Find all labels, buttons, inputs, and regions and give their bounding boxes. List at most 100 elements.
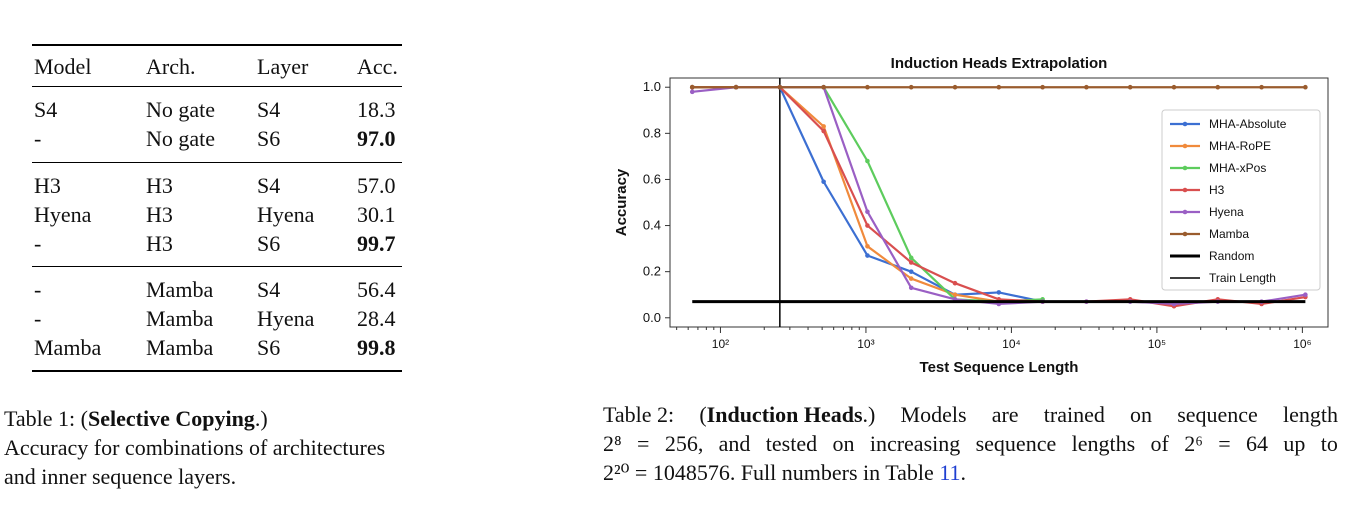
caption2-word: tested <box>765 431 818 456</box>
legend-marker <box>1182 187 1188 193</box>
y-tick-label: 0.4 <box>643 218 661 233</box>
caption2-word: 256, <box>664 431 704 456</box>
data-point <box>865 253 870 258</box>
legend-label: Mamba <box>1209 227 1249 241</box>
data-point <box>865 244 870 249</box>
caption2-word: Table 2: <box>603 402 675 427</box>
caption1-line2: Accuracy for combinations of architectur… <box>4 435 386 460</box>
caption2-word: to <box>1320 431 1338 456</box>
caption1-suffix: .) <box>254 406 268 431</box>
caption2-title-part: ( <box>699 402 707 427</box>
y-tick-label: 0.6 <box>643 171 661 186</box>
caption2-word: on <box>832 431 855 456</box>
table-cell: Hyena <box>257 306 315 331</box>
caption2-word: Models <box>900 402 967 427</box>
caption2-word: 2⁶ <box>1184 431 1203 456</box>
data-point <box>908 276 914 281</box>
plot-frame <box>669 77 1329 328</box>
table-rule <box>32 44 402 46</box>
caption2-word: of <box>1150 431 1169 456</box>
data-point <box>996 84 1002 90</box>
table-11-link[interactable]: 11 <box>939 460 961 485</box>
data-point <box>1303 84 1308 90</box>
table-header-cell: Arch. <box>146 54 196 79</box>
legend-label: Train Length <box>1209 271 1276 285</box>
table-cell: 56.4 <box>357 277 396 302</box>
y-axis-label: Accuracy <box>613 168 630 236</box>
table-cell: 97.0 <box>357 126 396 151</box>
chart-title: Induction Heads Extrapolation <box>891 55 1108 72</box>
table-cell: S6 <box>257 335 281 360</box>
table-header-cell: Acc. <box>357 54 398 79</box>
table-cell: 28.4 <box>357 306 396 331</box>
table-cell: S4 <box>257 277 281 302</box>
table-cell: S4 <box>257 97 281 122</box>
data-point <box>908 84 914 90</box>
caption2-word: and <box>718 431 751 456</box>
x-tick-label: 10³ <box>857 337 874 351</box>
data-point <box>733 84 739 90</box>
data-point <box>777 84 783 90</box>
data-point <box>1040 84 1045 90</box>
data-point <box>865 209 870 215</box>
table-cell: S6 <box>257 126 281 151</box>
table-cell: S4 <box>34 97 58 122</box>
series-line-mha-xpos <box>692 86 1043 303</box>
table-cell: 99.7 <box>357 231 396 256</box>
y-tick-label: 1.0 <box>643 79 661 94</box>
legend-label: Random <box>1209 249 1254 263</box>
x-tick-label: 10⁵ <box>1148 337 1166 351</box>
data-point <box>865 158 870 164</box>
caption2-title-part: Induction Heads <box>706 402 863 427</box>
data-point <box>908 269 914 274</box>
caption2-word: on <box>1130 402 1153 427</box>
x-tick-label: 10² <box>712 337 729 351</box>
legend-label: MHA-Absolute <box>1209 117 1287 131</box>
table1-caption: Table 1: (Selective Copying.) Accuracy f… <box>4 404 464 491</box>
table-cell: - <box>34 277 42 302</box>
caption2-word: increasing <box>869 431 961 456</box>
legend-marker <box>1182 165 1188 171</box>
table-cell: 57.0 <box>357 173 396 198</box>
table-cell: 30.1 <box>357 202 396 227</box>
y-tick-label: 0.0 <box>643 310 661 325</box>
caption2-title-part: .) <box>862 402 876 427</box>
caption2-word: 64 <box>1246 431 1269 456</box>
table-cell: 18.3 <box>357 97 396 122</box>
table-rule <box>32 86 402 87</box>
table-rule <box>32 162 402 163</box>
x-axis-label: Test Sequence Length <box>920 359 1079 376</box>
data-point <box>821 124 826 129</box>
data-point <box>952 292 958 298</box>
table-cell: S4 <box>257 173 281 198</box>
table-cell: Mamba <box>146 335 214 360</box>
table-cell: H3 <box>34 173 61 198</box>
table-cell: - <box>34 126 42 151</box>
legend-marker <box>1182 121 1188 127</box>
caption2-word: up <box>1283 431 1306 456</box>
y-tick-label: 0.8 <box>643 125 661 140</box>
caption2-word: length <box>1282 402 1338 427</box>
table-rule <box>32 370 402 372</box>
legend-label: MHA-RoPE <box>1209 139 1271 153</box>
caption1-line3: and inner sequence layers. <box>4 464 237 489</box>
table-rule <box>32 266 402 267</box>
legend-label: Hyena <box>1209 205 1244 219</box>
caption1-title: Selective Copying <box>87 406 255 431</box>
table-cell: Hyena <box>34 202 92 227</box>
table-cell: Mamba <box>146 306 214 331</box>
table-cell: H3 <box>146 231 173 256</box>
x-tick-label: 10⁶ <box>1293 337 1311 351</box>
caption2-word: (Induction Heads.) <box>699 400 875 429</box>
table-cell: No gate <box>146 126 216 151</box>
data-point <box>821 84 826 90</box>
table-cell: H3 <box>146 202 173 227</box>
table-cell: - <box>34 306 42 331</box>
data-point <box>908 260 914 265</box>
caption2-line2: 2⁸ = 256, and tested on increasing sequence leng… <box>603 429 1338 458</box>
legend-marker <box>1182 209 1188 215</box>
table-cell: Mamba <box>146 277 214 302</box>
y-tick-label: 0.2 <box>643 264 661 279</box>
caption2-word: sequence <box>1177 402 1258 427</box>
x-tick-label: 10⁴ <box>1002 337 1021 351</box>
